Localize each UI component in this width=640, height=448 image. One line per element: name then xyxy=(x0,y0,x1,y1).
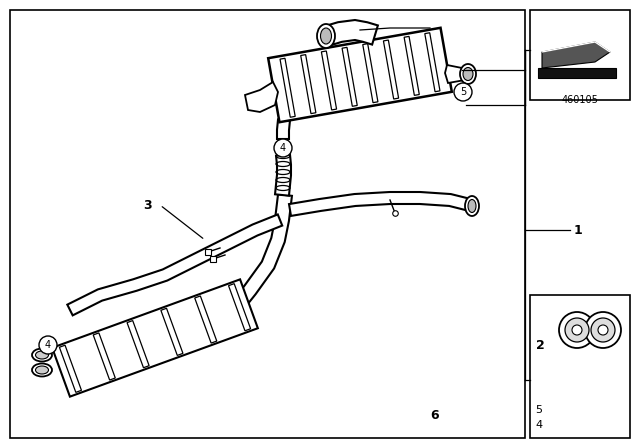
Bar xyxy=(530,295,630,438)
Circle shape xyxy=(591,318,615,342)
Text: 4: 4 xyxy=(280,143,286,153)
Polygon shape xyxy=(245,82,278,112)
Circle shape xyxy=(559,312,595,348)
Text: 5: 5 xyxy=(460,87,466,97)
Bar xyxy=(10,10,525,438)
Ellipse shape xyxy=(321,28,332,44)
Bar xyxy=(530,10,630,100)
Text: 460105: 460105 xyxy=(561,95,598,105)
Ellipse shape xyxy=(468,199,476,212)
Polygon shape xyxy=(275,154,291,196)
Text: 3: 3 xyxy=(144,198,152,211)
Bar xyxy=(577,326,603,334)
Bar xyxy=(538,68,616,78)
Circle shape xyxy=(565,318,589,342)
Circle shape xyxy=(585,312,621,348)
Ellipse shape xyxy=(32,363,52,376)
Polygon shape xyxy=(445,65,465,83)
Ellipse shape xyxy=(317,24,335,48)
Ellipse shape xyxy=(460,64,476,84)
Polygon shape xyxy=(542,42,610,68)
Circle shape xyxy=(454,83,472,101)
Text: 4: 4 xyxy=(45,340,51,350)
Ellipse shape xyxy=(35,351,49,359)
Ellipse shape xyxy=(35,366,49,374)
Polygon shape xyxy=(225,194,292,319)
Circle shape xyxy=(598,325,608,335)
Polygon shape xyxy=(327,20,378,45)
Ellipse shape xyxy=(465,196,479,216)
Polygon shape xyxy=(67,215,282,315)
Polygon shape xyxy=(268,28,452,122)
Polygon shape xyxy=(289,192,472,216)
Text: 4: 4 xyxy=(535,420,542,430)
Polygon shape xyxy=(52,280,258,396)
Text: 1: 1 xyxy=(574,224,583,237)
Ellipse shape xyxy=(32,349,52,362)
Circle shape xyxy=(274,139,292,157)
Text: 6: 6 xyxy=(430,409,438,422)
Circle shape xyxy=(572,325,582,335)
Polygon shape xyxy=(277,120,290,139)
Text: 5: 5 xyxy=(535,405,542,415)
Text: 2: 2 xyxy=(536,339,545,352)
Circle shape xyxy=(39,336,57,354)
Ellipse shape xyxy=(463,68,473,81)
